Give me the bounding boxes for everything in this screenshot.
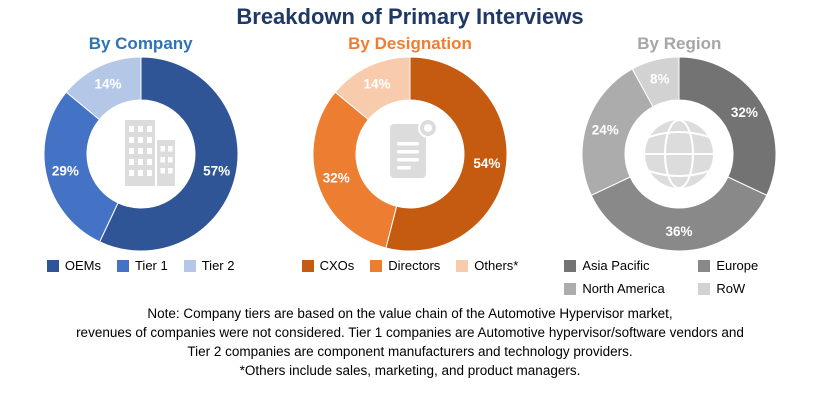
legend-swatch (370, 259, 383, 272)
legend-label: Europe (716, 258, 759, 273)
legend-item-europe: Europe (698, 258, 794, 273)
segment-value-label: 54% (473, 156, 500, 171)
legend-label: OEMs (64, 258, 101, 273)
legend-item-directors: Directors (370, 258, 440, 273)
donut-segment-others- (334, 56, 411, 121)
segment-value-label: 32% (731, 105, 758, 120)
chart-region-title: By Region (637, 34, 722, 53)
legend-swatch (46, 259, 59, 272)
legend-label: RoW (716, 281, 746, 296)
legend-swatch (698, 282, 711, 295)
region-legend: Asia Pacific Europe North America RoW (564, 258, 794, 296)
donut-segment-oems (98, 56, 239, 252)
legend-swatch (301, 259, 314, 272)
donut-segment-cxos (385, 56, 508, 252)
legend-label: Asia Pacific (582, 258, 650, 273)
designation-donut-chart: 54% 32% 14% (312, 56, 508, 252)
charts-row: By Company 57% 29% 14% OEMs Tier 1 Tier 2 … (0, 30, 820, 296)
segment-value-label: 24% (592, 123, 619, 138)
legend-label: Others* (474, 258, 519, 273)
footnote-line: Note: Company tiers are based on the val… (147, 306, 673, 321)
legend-item-row: RoW (698, 281, 794, 296)
chart-designation-title: By Designation (348, 34, 472, 53)
company-legend: OEMs Tier 1 Tier 2 (46, 258, 235, 273)
document-icon (389, 118, 438, 178)
legend-label: Tier 2 (201, 258, 235, 273)
company-donut-chart: 57% 29% 14% (43, 56, 239, 252)
legend-label: CXOs (319, 258, 355, 273)
segment-value-label: 32% (323, 170, 350, 185)
page-title: Breakdown of Primary Interviews (236, 4, 584, 29)
legend-item-tier2: Tier 2 (183, 258, 235, 273)
legend-swatch (183, 259, 196, 272)
building-icon (124, 120, 175, 186)
legend-swatch (564, 259, 577, 272)
designation-legend: CXOs Directors Others* (301, 258, 518, 273)
footnote-line: *Others include sales, marketing, and pr… (239, 363, 581, 379)
donut-segment-tier-2 (65, 56, 142, 121)
donut-segment-directors (312, 91, 398, 249)
chart-company-title: By Company (88, 34, 193, 53)
chart-region: By Region 32% 36% 24% 8% Asia Pacific Europ… (545, 30, 814, 296)
legend-swatch (456, 259, 469, 272)
legend-swatch (116, 259, 129, 272)
chart-designation: By Designation 54% 32% 14% CXOs Directors … (275, 30, 544, 296)
globe-icon (645, 119, 714, 189)
legend-label: Tier 1 (134, 258, 168, 273)
legend-label: Directors (388, 258, 441, 273)
legend-item-oems: OEMs (46, 258, 101, 273)
donut-segment-row (631, 56, 680, 108)
legend-item-north-america: North America (564, 281, 694, 296)
donut-segment-asia-pacific (678, 56, 777, 196)
donut-segment-europe (590, 176, 768, 252)
segment-value-label: 36% (666, 224, 693, 239)
legend-swatch (564, 282, 577, 295)
legend-item-cxos: CXOs (301, 258, 355, 273)
legend-swatch (698, 259, 711, 272)
segment-value-label: 29% (52, 163, 79, 178)
legend-item-tier1: Tier 1 (116, 258, 168, 273)
segment-value-label: 14% (94, 76, 121, 91)
footnote-line: revenues of companies were not considere… (76, 325, 744, 341)
footnote-line: Tier 2 companies are component manufactu… (187, 344, 633, 360)
region-donut-chart: 32% 36% 24% 8% (581, 56, 777, 252)
donut-segment-tier-1 (43, 91, 119, 243)
chart-company: By Company 57% 29% 14% OEMs Tier 1 Tier 2 (6, 30, 275, 296)
segment-value-label: 8% (650, 71, 670, 86)
legend-item-asia-pacific: Asia Pacific (564, 258, 694, 273)
segment-value-label: 57% (203, 163, 230, 178)
legend-item-others: Others* (456, 258, 518, 273)
legend-label: North America (582, 281, 665, 296)
footnote-block: Note: Company tiers are based on the val… (0, 304, 820, 381)
segment-value-label: 14% (363, 76, 390, 91)
